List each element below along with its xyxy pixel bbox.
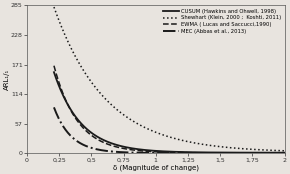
- MEC (Abbas et al., 2013): [283, 152, 286, 154]
- CUSUM (Hawkins and Ohwell, 1998): [52, 71, 56, 73]
- Shewhart (Klein, 2000 ;  Koshti, 2011): [197, 143, 201, 145]
- MEC (Abbas et al., 2013): [197, 152, 201, 154]
- Y-axis label: ARL₁/₁: ARL₁/₁: [3, 69, 10, 90]
- CUSUM (Hawkins and Ohwell, 1998): [80, 123, 84, 125]
- Shewhart (Klein, 2000 ;  Koshti, 2011): [52, 6, 56, 8]
- EWMA ( Lucas and Saccucci,1990): [220, 152, 223, 154]
- CUSUM (Hawkins and Ohwell, 1998): [127, 147, 131, 149]
- Shewhart (Klein, 2000 ;  Koshti, 2011): [80, 66, 84, 69]
- MEC (Abbas et al., 2013): [52, 106, 56, 108]
- Shewhart (Klein, 2000 ;  Koshti, 2011): [144, 127, 147, 129]
- EWMA ( Lucas and Saccucci,1990): [80, 125, 84, 127]
- CUSUM (Hawkins and Ohwell, 1998): [220, 152, 223, 154]
- EWMA ( Lucas and Saccucci,1990): [197, 152, 201, 154]
- Line: EWMA ( Lucas and Saccucci,1990): EWMA ( Lucas and Saccucci,1990): [54, 66, 284, 153]
- MEC (Abbas et al., 2013): [144, 152, 147, 154]
- MEC (Abbas et al., 2013): [127, 151, 131, 153]
- MEC (Abbas et al., 2013): [220, 152, 223, 154]
- CUSUM (Hawkins and Ohwell, 1998): [144, 149, 147, 151]
- Legend: CUSUM (Hawkins and Ohwell, 1998), Shewhart (Klein, 2000 ;  Koshti, 2011), EWMA (: CUSUM (Hawkins and Ohwell, 1998), Shewha…: [163, 8, 282, 35]
- CUSUM (Hawkins and Ohwell, 1998): [219, 152, 222, 154]
- Line: Shewhart (Klein, 2000 ;  Koshti, 2011): Shewhart (Klein, 2000 ; Koshti, 2011): [54, 7, 284, 151]
- EWMA ( Lucas and Saccucci,1990): [127, 148, 131, 151]
- MEC (Abbas et al., 2013): [219, 152, 222, 154]
- EWMA ( Lucas and Saccucci,1990): [144, 150, 147, 152]
- EWMA ( Lucas and Saccucci,1990): [219, 152, 222, 154]
- MEC (Abbas et al., 2013): [80, 143, 84, 145]
- Shewhart (Klein, 2000 ;  Koshti, 2011): [127, 118, 131, 120]
- EWMA ( Lucas and Saccucci,1990): [283, 152, 286, 154]
- CUSUM (Hawkins and Ohwell, 1998): [197, 151, 201, 153]
- Shewhart (Klein, 2000 ;  Koshti, 2011): [219, 146, 222, 148]
- X-axis label: δ (Magnitude of change): δ (Magnitude of change): [113, 164, 199, 171]
- Line: CUSUM (Hawkins and Ohwell, 1998): CUSUM (Hawkins and Ohwell, 1998): [54, 72, 284, 153]
- Line: MEC (Abbas et al., 2013): MEC (Abbas et al., 2013): [54, 107, 284, 153]
- Shewhart (Klein, 2000 ;  Koshti, 2011): [283, 150, 286, 152]
- Shewhart (Klein, 2000 ;  Koshti, 2011): [220, 146, 223, 148]
- EWMA ( Lucas and Saccucci,1990): [52, 65, 56, 67]
- CUSUM (Hawkins and Ohwell, 1998): [283, 152, 286, 154]
